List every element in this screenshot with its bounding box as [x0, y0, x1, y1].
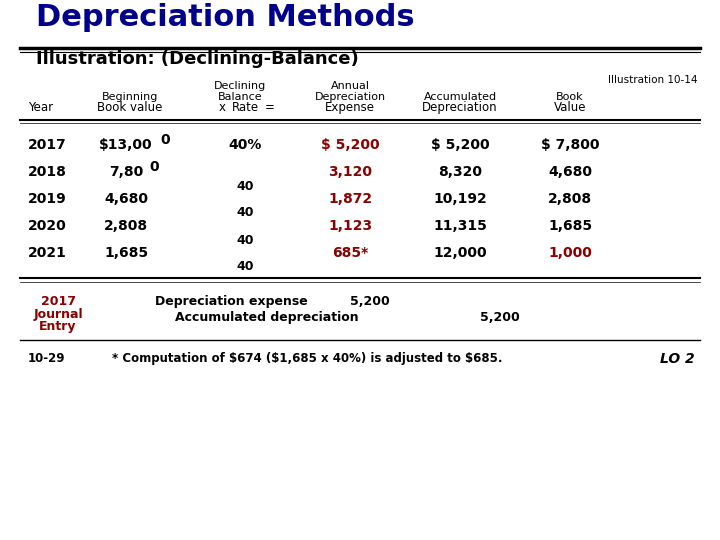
Text: 11,315: 11,315 — [433, 219, 487, 233]
Text: Accumulated depreciation: Accumulated depreciation — [175, 311, 359, 324]
Text: 5,200: 5,200 — [480, 311, 520, 324]
Text: 2,808: 2,808 — [548, 192, 592, 206]
Text: $ 7,800: $ 7,800 — [541, 138, 599, 152]
Text: Book value: Book value — [97, 101, 163, 114]
Text: Declining: Declining — [214, 81, 266, 91]
Text: Balance: Balance — [217, 92, 262, 102]
Text: 0: 0 — [149, 160, 159, 174]
Text: 40: 40 — [236, 179, 253, 192]
Text: 2019: 2019 — [28, 192, 67, 206]
Text: 1,123: 1,123 — [328, 219, 372, 233]
Text: 1,685: 1,685 — [548, 219, 592, 233]
Text: 5,200: 5,200 — [350, 295, 390, 308]
Text: Annual: Annual — [330, 81, 369, 91]
Text: Accumulated: Accumulated — [423, 92, 497, 102]
Text: 8,320: 8,320 — [438, 165, 482, 179]
Text: 685*: 685* — [332, 246, 368, 260]
Text: 7,80: 7,80 — [109, 165, 143, 179]
Text: Beginning: Beginning — [102, 92, 158, 102]
Text: Rate: Rate — [231, 101, 258, 114]
Text: 10-29: 10-29 — [28, 352, 66, 365]
Text: x: x — [218, 101, 225, 114]
Text: Depreciation expense: Depreciation expense — [155, 295, 307, 308]
Text: 40: 40 — [236, 260, 253, 273]
Text: 2017: 2017 — [28, 138, 67, 152]
Text: LO 2: LO 2 — [660, 352, 695, 366]
Text: Journal: Journal — [33, 308, 83, 321]
Text: =: = — [265, 101, 275, 114]
Text: 10,192: 10,192 — [433, 192, 487, 206]
Text: 2,808: 2,808 — [104, 219, 148, 233]
Text: Year: Year — [28, 101, 53, 114]
Text: Depreciation Methods: Depreciation Methods — [36, 3, 415, 32]
Text: 1,000: 1,000 — [548, 246, 592, 260]
Text: 1,685: 1,685 — [104, 246, 148, 260]
Text: 2018: 2018 — [28, 165, 67, 179]
Text: $13,00: $13,00 — [99, 138, 153, 152]
Text: 2017: 2017 — [40, 295, 76, 308]
Text: $ 5,200: $ 5,200 — [431, 138, 490, 152]
Text: 4,680: 4,680 — [104, 192, 148, 206]
Text: Expense: Expense — [325, 101, 375, 114]
Text: Entry: Entry — [40, 320, 77, 333]
Text: Depreciation: Depreciation — [315, 92, 386, 102]
Text: 1,872: 1,872 — [328, 192, 372, 206]
Text: 0: 0 — [161, 133, 171, 147]
Text: 2020: 2020 — [28, 219, 67, 233]
Text: Book: Book — [556, 92, 584, 102]
Text: 40: 40 — [236, 206, 253, 219]
Text: 3,120: 3,120 — [328, 165, 372, 179]
Text: 40: 40 — [236, 233, 253, 246]
Text: Illustration 10-14: Illustration 10-14 — [608, 75, 698, 85]
Text: 40%: 40% — [228, 138, 261, 152]
Text: Depreciation: Depreciation — [422, 101, 498, 114]
Text: 12,000: 12,000 — [433, 246, 487, 260]
Text: Value: Value — [554, 101, 586, 114]
Text: Illustration: (Declining-Balance): Illustration: (Declining-Balance) — [36, 50, 359, 68]
Text: $ 5,200: $ 5,200 — [320, 138, 379, 152]
Text: 4,680: 4,680 — [548, 165, 592, 179]
Text: * Computation of $674 ($1,685 x 40%) is adjusted to $685.: * Computation of $674 ($1,685 x 40%) is … — [112, 352, 503, 365]
Text: 2021: 2021 — [28, 246, 67, 260]
